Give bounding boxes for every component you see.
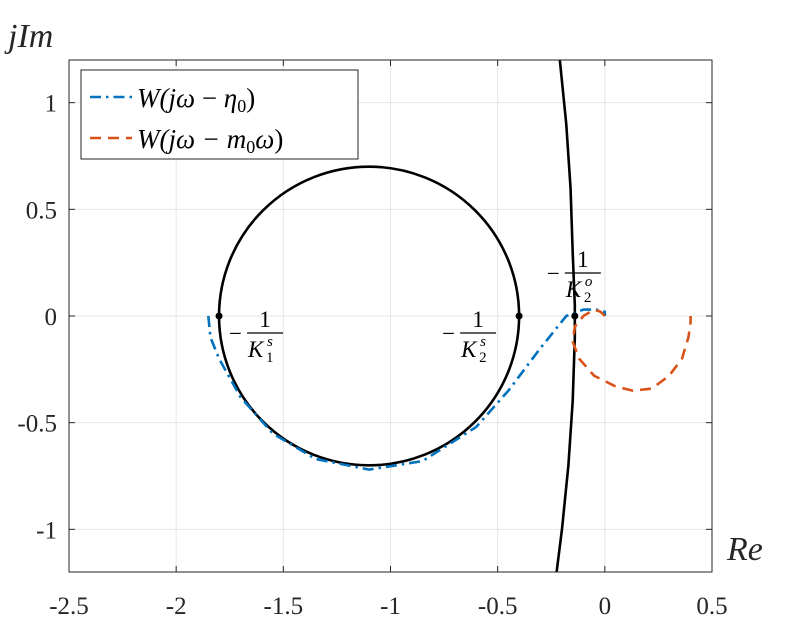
label-subscript: 2 <box>479 350 487 366</box>
legend-label-part: − <box>195 83 224 113</box>
y-tick-label: -0.5 <box>17 411 57 438</box>
legend-label-part: ω <box>176 124 195 154</box>
legend-label-part: W(j <box>137 83 176 113</box>
legend-label-part: ω <box>176 83 195 113</box>
y-tick-label: 0.5 <box>26 197 57 224</box>
label-numerator: 1 <box>577 247 589 272</box>
legend-label-part: ω <box>255 124 274 154</box>
x-tick-label: -1.5 <box>264 593 304 620</box>
x-axis-label: Re <box>726 531 763 568</box>
x-tick-label: 0.5 <box>696 593 727 620</box>
boundary-curve <box>555 60 577 572</box>
ticks: -2.5 -2 -1.5 -1 -0.5 0 0.5 -1 -0.5 0 0.5 1 <box>17 60 728 620</box>
label-minus: − <box>229 321 242 346</box>
label-letter: K <box>247 337 265 362</box>
label-superscript: s <box>480 334 486 350</box>
point-label: −1 K 2o <box>547 247 601 306</box>
series-line-2 <box>571 308 692 392</box>
label-numerator: 1 <box>472 307 484 332</box>
legend-label-part: − m <box>195 124 246 154</box>
point-label: −1K 1s <box>229 307 284 366</box>
points: −1K 1s −1K 2s−1K 2o <box>215 247 601 366</box>
y-tick-label: -1 <box>36 517 57 544</box>
label-numerator: 1 <box>259 307 271 332</box>
legend-label-part: ) <box>274 124 283 154</box>
legend-label-1: W(jω − η0) <box>137 83 255 116</box>
label-superscript: s <box>267 334 273 350</box>
legend-label-part: η <box>224 83 237 113</box>
point-marker <box>515 312 523 320</box>
point-label: −1 K 2s <box>442 307 497 366</box>
label-minus: − <box>442 321 455 346</box>
x-tick-label: -2.5 <box>49 593 89 620</box>
legend: W(jω − η0)W(jω − m0ω) <box>80 69 359 160</box>
x-tick-label: -1 <box>380 593 401 620</box>
x-tick-label: -0.5 <box>478 593 518 620</box>
label-subscript: 2 <box>584 290 592 306</box>
y-tick-label: 1 <box>45 91 58 118</box>
legend-label-part: 0 <box>237 96 246 116</box>
legend-label-part: W(j <box>137 124 176 154</box>
label-letter: K <box>565 277 583 302</box>
legend-label-part: 0 <box>246 137 255 157</box>
legend-box <box>80 69 359 160</box>
label-superscript: o <box>585 274 593 290</box>
point-marker <box>215 312 223 320</box>
label-letter: K <box>460 337 478 362</box>
legend-label-part: ) <box>246 83 255 113</box>
series-line-1 <box>207 308 607 471</box>
label-subscript: 1 <box>266 350 274 366</box>
y-tick-label: 0 <box>45 304 58 331</box>
legend-label-2: W(jω − m0ω) <box>137 124 283 157</box>
y-axis-label: jIm <box>4 18 53 55</box>
label-minus: − <box>547 261 560 286</box>
x-tick-label: -2 <box>166 593 187 620</box>
point-marker <box>571 312 579 320</box>
x-tick-label: 0 <box>599 593 612 620</box>
